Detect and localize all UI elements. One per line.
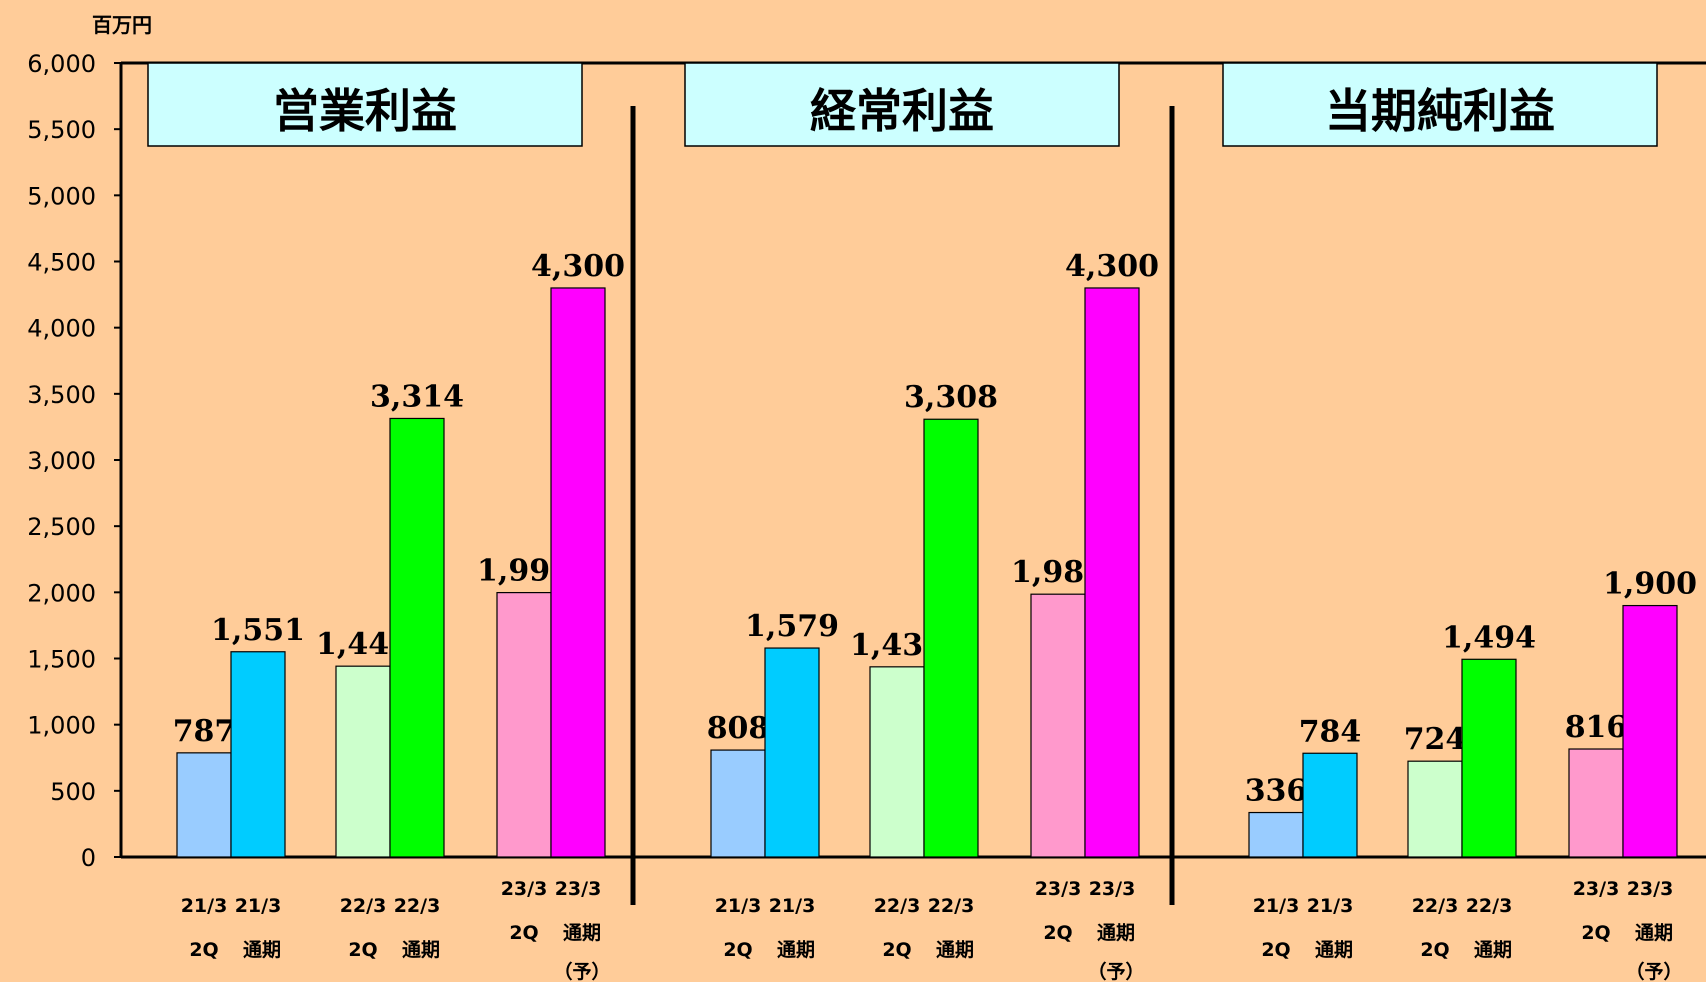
category-label: 22/3 [394, 895, 441, 917]
panel-title-box [1222, 62, 1658, 147]
bar-value-label: 1,551 [211, 613, 305, 648]
bar [1622, 604, 1678, 858]
y-tick-label: 4,500 [27, 249, 96, 277]
y-tick-label: 6,000 [27, 50, 96, 78]
bar [869, 666, 925, 858]
y-tick-label: 5,000 [27, 182, 96, 210]
y-tick-label: 1,500 [27, 646, 96, 674]
unit-label: 百万円 [92, 13, 152, 37]
category-label: 2Q [1420, 939, 1449, 961]
y-tick-label: 500 [50, 778, 96, 806]
category-label: 通期 [1474, 939, 1512, 961]
bar [230, 651, 286, 858]
bar-value-label: 787 [173, 714, 236, 749]
category-label: 通期 [402, 939, 440, 961]
bar [176, 752, 232, 858]
bar-value-label: 724 [1404, 722, 1467, 757]
bar [764, 647, 820, 858]
bar [1302, 752, 1358, 858]
y-tick-label: 4,000 [27, 315, 96, 343]
category-label: 21/3 [1253, 895, 1300, 917]
bar-value-label: 784 [1299, 714, 1362, 749]
bar [389, 417, 445, 858]
category-label: 23/3 [1627, 878, 1674, 900]
category-label: 23/3 [1573, 878, 1620, 900]
category-label: 通期 [936, 939, 974, 961]
bar-value-label: 1,579 [745, 609, 839, 644]
category-label: 23/3 [1035, 878, 1082, 900]
category-label: 2Q [882, 939, 911, 961]
y-tick-label: 3,500 [27, 381, 96, 409]
bar [923, 418, 979, 858]
category-label: 22/3 [874, 895, 921, 917]
category-label: 2Q [1581, 922, 1610, 944]
category-label: 通期 [243, 939, 281, 961]
bar [1248, 811, 1304, 858]
category-label: 2Q [348, 939, 377, 961]
y-tick-label: 2,000 [27, 579, 96, 607]
bar-value-label: 808 [707, 711, 770, 746]
bar [1568, 748, 1624, 858]
y-tick-label: 3,000 [27, 447, 96, 475]
bar [1407, 760, 1463, 858]
category-label: 通期 [1315, 939, 1353, 961]
bar-value-label: 3,308 [904, 380, 998, 415]
y-tick-label: 5,500 [27, 116, 96, 144]
y-tick-label: 2,500 [27, 513, 96, 541]
bar-value-label: 4,300 [1065, 249, 1159, 284]
category-label: 通期 [777, 939, 815, 961]
category-label: 通期 [1097, 922, 1135, 944]
category-label: 2Q [1043, 922, 1072, 944]
category-label: 21/3 [715, 895, 762, 917]
category-label: 21/3 [769, 895, 816, 917]
panel-title-box [684, 62, 1120, 147]
bar [1084, 287, 1140, 858]
category-label: 2Q [189, 939, 218, 961]
category-label: 通期 [1635, 922, 1673, 944]
panel-title: 当期純利益 [1325, 84, 1555, 138]
y-tick-label: 0 [81, 844, 96, 872]
bar [335, 665, 391, 858]
bar-value-label: 1,900 [1603, 567, 1697, 602]
category-label: 23/3 [555, 878, 602, 900]
y-tick-label: 1,000 [27, 712, 96, 740]
category-label: 23/3 [1089, 878, 1136, 900]
bar [550, 287, 606, 858]
category-label: 22/3 [1412, 895, 1459, 917]
bar [710, 749, 766, 858]
category-note: （予） [1625, 960, 1682, 982]
bar-value-label: 3,314 [370, 379, 464, 414]
category-label: 2Q [723, 939, 752, 961]
category-label: 2Q [1261, 939, 1290, 961]
category-note: （予） [553, 960, 610, 982]
bar [1461, 658, 1517, 858]
category-label: 2Q [509, 922, 538, 944]
category-label: 21/3 [1307, 895, 1354, 917]
bar [1030, 593, 1086, 858]
category-label: 21/3 [181, 895, 228, 917]
category-label: 23/3 [501, 878, 548, 900]
category-label: 通期 [563, 922, 601, 944]
panel-title: 経常利益 [810, 84, 994, 138]
bar [496, 591, 552, 858]
panel-title: 営業利益 [273, 84, 457, 138]
bar-value-label: 4,300 [531, 249, 625, 284]
bar-value-label: 816 [1565, 710, 1628, 745]
category-label: 22/3 [928, 895, 975, 917]
category-label: 21/3 [235, 895, 282, 917]
bar-value-label: 336 [1245, 774, 1308, 809]
category-note: （予） [1087, 960, 1144, 982]
category-label: 22/3 [1466, 895, 1513, 917]
category-label: 22/3 [340, 895, 387, 917]
panel-title-box [147, 62, 583, 147]
bar-value-label: 1,494 [1442, 620, 1536, 655]
